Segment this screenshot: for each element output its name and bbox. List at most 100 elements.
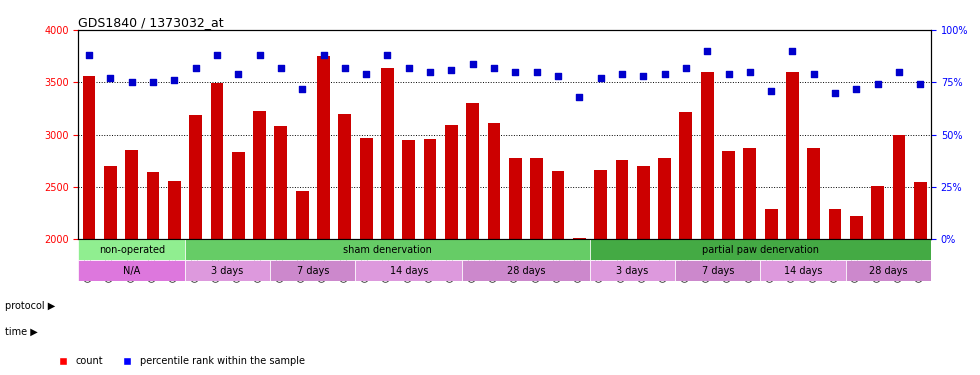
- Bar: [846, 260, 931, 281]
- Bar: [509, 158, 521, 375]
- Point: [103, 75, 119, 81]
- Point: [742, 69, 758, 75]
- Bar: [590, 260, 675, 281]
- Bar: [675, 260, 760, 281]
- Bar: [679, 112, 692, 375]
- Point: [145, 80, 161, 86]
- Point: [657, 71, 672, 77]
- Text: time ▶: time ▶: [5, 327, 37, 337]
- Point: [359, 71, 374, 77]
- Text: 3 days: 3 days: [212, 266, 244, 276]
- Text: N/A: N/A: [123, 266, 140, 276]
- Bar: [381, 68, 394, 375]
- Point: [700, 48, 715, 54]
- Bar: [168, 181, 180, 375]
- Bar: [253, 111, 266, 375]
- Bar: [104, 166, 117, 375]
- Legend: count, percentile rank within the sample: count, percentile rank within the sample: [54, 352, 309, 370]
- Bar: [914, 182, 927, 375]
- Point: [678, 64, 694, 70]
- Point: [401, 64, 416, 70]
- Point: [614, 71, 630, 77]
- Bar: [403, 140, 416, 375]
- Text: 14 days: 14 days: [390, 266, 428, 276]
- Point: [870, 81, 886, 87]
- Bar: [659, 158, 671, 375]
- Bar: [463, 260, 590, 281]
- Bar: [744, 148, 757, 375]
- Bar: [615, 160, 628, 375]
- Point: [230, 71, 246, 77]
- Bar: [78, 260, 185, 281]
- Point: [849, 86, 864, 92]
- Bar: [185, 260, 270, 281]
- Text: 3 days: 3 days: [616, 266, 649, 276]
- Bar: [594, 170, 607, 375]
- Bar: [530, 158, 543, 375]
- Bar: [466, 103, 479, 375]
- Bar: [82, 76, 95, 375]
- Bar: [423, 139, 436, 375]
- Text: partial paw denervation: partial paw denervation: [702, 245, 819, 255]
- Bar: [270, 260, 356, 281]
- Bar: [125, 150, 138, 375]
- Bar: [318, 56, 330, 375]
- Text: protocol ▶: protocol ▶: [5, 301, 55, 310]
- Point: [593, 75, 609, 81]
- Point: [379, 52, 395, 58]
- Bar: [764, 209, 777, 375]
- Bar: [338, 114, 351, 375]
- Text: 28 days: 28 days: [507, 266, 545, 276]
- Point: [444, 67, 460, 73]
- Bar: [356, 260, 463, 281]
- Point: [550, 73, 565, 79]
- Point: [337, 64, 353, 70]
- Bar: [445, 125, 458, 375]
- Point: [763, 88, 779, 94]
- Bar: [590, 239, 931, 260]
- Bar: [573, 238, 586, 375]
- Point: [827, 90, 843, 96]
- Point: [806, 71, 821, 77]
- Point: [465, 60, 480, 66]
- Point: [912, 81, 928, 87]
- Bar: [722, 152, 735, 375]
- Point: [209, 52, 224, 58]
- Bar: [78, 239, 185, 260]
- Point: [422, 69, 438, 75]
- Bar: [637, 166, 650, 375]
- Text: 14 days: 14 days: [784, 266, 822, 276]
- Point: [316, 52, 331, 58]
- Point: [486, 64, 502, 70]
- Bar: [829, 209, 842, 375]
- Point: [188, 64, 204, 70]
- Point: [891, 69, 907, 75]
- Point: [294, 86, 310, 92]
- Point: [81, 52, 97, 58]
- Point: [252, 52, 268, 58]
- Bar: [189, 115, 202, 375]
- Point: [785, 48, 801, 54]
- Bar: [185, 239, 590, 260]
- Point: [720, 71, 736, 77]
- Point: [273, 64, 289, 70]
- Bar: [808, 148, 820, 375]
- Bar: [760, 260, 846, 281]
- Text: 7 days: 7 days: [702, 266, 734, 276]
- Text: 7 days: 7 days: [297, 266, 329, 276]
- Bar: [232, 153, 245, 375]
- Bar: [786, 72, 799, 375]
- Bar: [296, 191, 309, 375]
- Point: [571, 94, 587, 100]
- Bar: [552, 171, 564, 375]
- Point: [508, 69, 523, 75]
- Text: GDS1840 / 1373032_at: GDS1840 / 1373032_at: [78, 16, 224, 29]
- Bar: [147, 172, 160, 375]
- Text: 28 days: 28 days: [869, 266, 907, 276]
- Bar: [701, 72, 713, 375]
- Text: sham denervation: sham denervation: [343, 245, 432, 255]
- Bar: [871, 186, 884, 375]
- Bar: [211, 83, 223, 375]
- Bar: [488, 123, 501, 375]
- Bar: [850, 216, 862, 375]
